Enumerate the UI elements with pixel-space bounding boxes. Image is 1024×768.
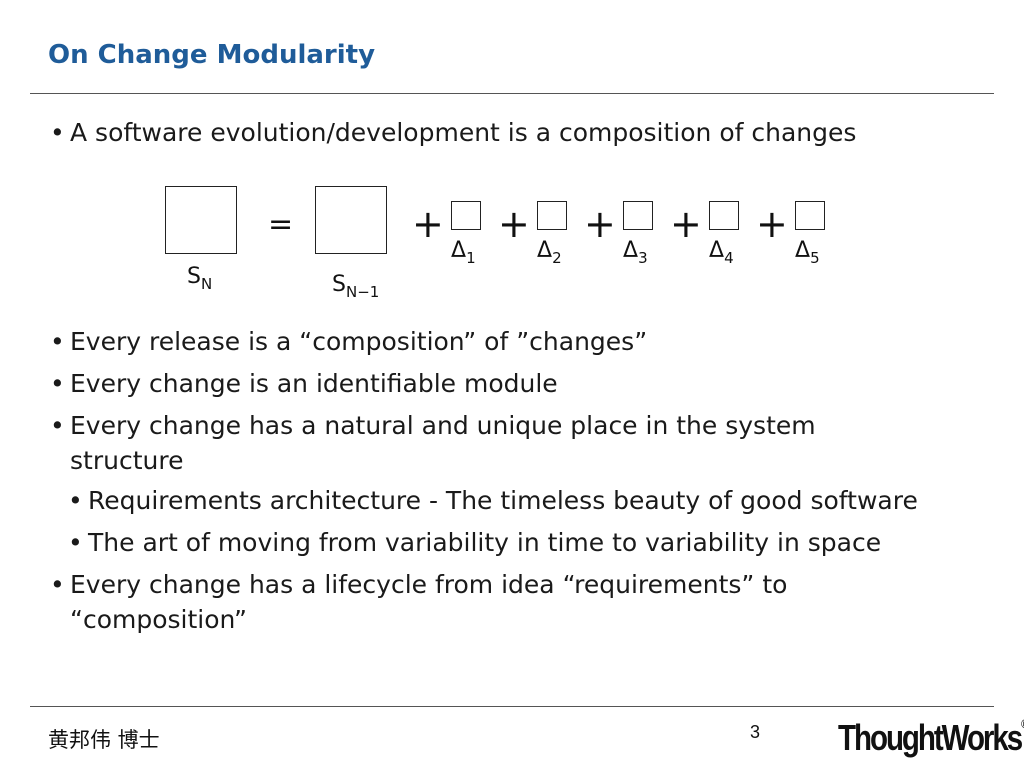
plus-sign: +	[670, 202, 702, 246]
page-number: 3	[750, 722, 761, 742]
delta-1-label: Δ1	[451, 238, 476, 267]
plus-sign: +	[412, 202, 444, 246]
state-n-minus-1-box	[315, 186, 387, 254]
change-composition-diagram: SN = SN−1 + Δ1 + Δ2 + Δ3 + Δ4 + Δ5	[0, 0, 1024, 320]
sub-bullet-item: • Requirements architecture - The timele…	[68, 483, 998, 518]
plus-sign: +	[584, 202, 616, 246]
delta-4-box	[709, 201, 739, 230]
bullet-item: • A software evolution/development is a …	[50, 115, 980, 150]
bullet-text: Every change has a lifecycle from idea “…	[70, 570, 788, 634]
bullet-dot: •	[50, 118, 65, 147]
bullet-item: • Every release is a “composition” of ”c…	[50, 324, 980, 359]
sub-bullet-item: • The art of moving from variability in …	[68, 525, 998, 560]
bullet-text: Every change has a natural and unique pl…	[70, 411, 816, 475]
thoughtworks-logo: ThoughtWorks®	[838, 717, 1024, 758]
bullet-dot: •	[68, 486, 83, 515]
state-n-label: SN	[187, 264, 213, 293]
title-divider	[30, 93, 994, 94]
bullet-item: • Every change has a natural and unique …	[50, 408, 870, 478]
sub-bullet-text: The art of moving from variability in ti…	[88, 528, 882, 557]
delta-4-label: Δ4	[709, 238, 734, 267]
bullet-text: Every change is an identifiable module	[70, 369, 558, 398]
delta-5-label: Δ5	[795, 238, 820, 267]
bullet-dot: •	[50, 369, 65, 398]
delta-1-box	[451, 201, 481, 230]
bullet-dot: •	[50, 327, 65, 356]
delta-3-label: Δ3	[623, 238, 648, 267]
equals-sign: =	[268, 207, 294, 242]
bullet-item: • Every change has a lifecycle from idea…	[50, 567, 840, 637]
sub-bullet-text: Requirements architecture - The timeless…	[88, 486, 918, 515]
bullet-text: Every release is a “composition” of ”cha…	[70, 327, 648, 356]
state-n-box	[165, 186, 237, 254]
slide-title: On Change Modularity	[48, 40, 376, 70]
bullet-dot: •	[50, 570, 65, 599]
plus-sign: +	[498, 202, 530, 246]
author-name: 黄邦伟 博士	[48, 728, 160, 752]
bullet-dot: •	[50, 411, 65, 440]
plus-sign: +	[756, 202, 788, 246]
delta-3-box	[623, 201, 653, 230]
footer-divider	[30, 706, 994, 707]
delta-2-box	[537, 201, 567, 230]
bullet-item: • Every change is an identifiable module	[50, 366, 980, 401]
bullet-dot: •	[68, 528, 83, 557]
bullet-text: A software evolution/development is a co…	[70, 118, 857, 147]
state-n-minus-1-label: SN−1	[332, 272, 380, 301]
delta-5-box	[795, 201, 825, 230]
delta-2-label: Δ2	[537, 238, 562, 267]
